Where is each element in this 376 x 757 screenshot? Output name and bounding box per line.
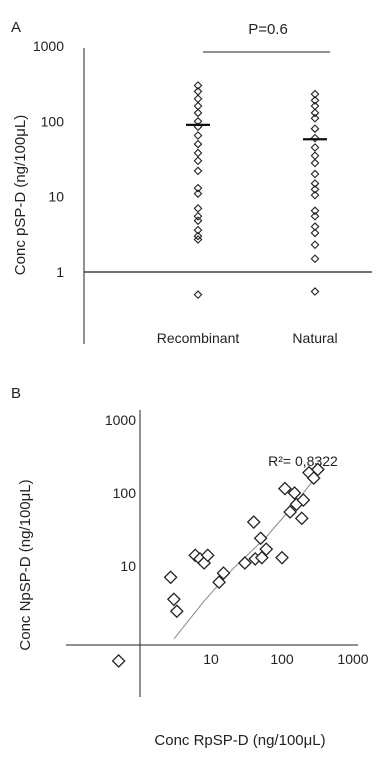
panel-a-point <box>193 108 203 118</box>
panel-a-label: A <box>11 19 21 36</box>
panel-b-point <box>310 462 325 477</box>
panel-b-point <box>200 548 215 563</box>
panel-b-point <box>278 481 292 496</box>
panel-a-y-tick-label: 1000 <box>33 38 64 54</box>
panel-a-y-tick-label: 100 <box>41 113 65 129</box>
panel-a-p-value: P=0.6 <box>248 21 288 38</box>
panel-b: B Conc NpSP-D (ng/100μL) Conc RpSP-D (ng… <box>11 385 369 749</box>
panel-a-point <box>193 203 203 213</box>
panel-b-x-axis-label: Conc RpSP-D (ng/100μL) <box>154 732 325 749</box>
panel-a-y-tick-labels: 1 10 100 1000 <box>33 38 64 280</box>
panel-a-point <box>310 124 320 134</box>
panel-b-points <box>111 462 325 668</box>
panel-a-point <box>193 189 203 198</box>
panel-a-point <box>193 225 203 235</box>
panel-b-point <box>287 486 302 500</box>
panel-a-point <box>310 169 320 179</box>
panel-b-point <box>246 515 261 529</box>
panel-b-tick-labels: 10 100 1000 10 100 1000 <box>105 412 369 667</box>
panel-a-point <box>193 81 203 90</box>
panel-b-point <box>163 570 178 585</box>
panel-a: A P=0.6 Conc pSP-D (ng/100μL) 1 10 100 1000… <box>11 19 372 346</box>
panel-a-point <box>310 89 320 99</box>
panel-a-y-tick-label: 10 <box>48 189 64 205</box>
panel-b-point <box>212 575 227 590</box>
panel-b-point <box>296 493 311 507</box>
panel-b-y-axis-label: Conc NpSP-D (ng/100μL) <box>17 479 34 650</box>
panel-a-point <box>310 151 320 161</box>
panel-b-x-tick-label: 1000 <box>337 651 368 667</box>
panel-a-point <box>193 166 203 176</box>
panel-b-label: B <box>11 385 21 402</box>
panel-b-point <box>216 566 231 580</box>
panel-b-point <box>294 511 309 526</box>
panel-a-point <box>310 158 320 168</box>
panel-a-point <box>310 133 320 143</box>
panel-a-point <box>193 156 203 166</box>
panel-a-point <box>310 222 320 232</box>
panel-b-y-tick-label: 1000 <box>105 412 136 428</box>
panel-a-point <box>193 183 203 193</box>
panel-a-point <box>193 235 203 244</box>
panel-a-y-tick-label: 1 <box>56 264 64 280</box>
panel-b-point <box>111 654 126 668</box>
panel-b-point <box>166 592 181 607</box>
panel-a-point <box>310 206 320 216</box>
panel-b-point <box>169 604 184 619</box>
panel-a-point <box>310 240 320 250</box>
panel-b-x-tick-label: 100 <box>270 651 294 667</box>
panel-b-point <box>253 531 268 546</box>
panel-b-y-tick-label: 100 <box>113 485 137 501</box>
panel-a-point <box>310 143 320 152</box>
panel-a-point <box>193 148 203 158</box>
panel-a-points <box>186 81 327 300</box>
panel-a-category-labels: Recombinant Natural <box>157 330 338 346</box>
panel-a-point <box>310 96 320 105</box>
panel-a-point <box>193 216 203 226</box>
panel-a-point <box>193 94 203 104</box>
panel-a-category-label: Natural <box>292 330 337 346</box>
panel-a-point <box>310 108 320 118</box>
panel-b-y-tick-label: 10 <box>120 558 136 574</box>
panel-b-point <box>237 556 252 570</box>
panel-a-point <box>310 211 320 221</box>
panel-a-point <box>310 185 320 194</box>
panel-b-point <box>259 542 274 557</box>
panel-a-category-label: Recombinant <box>157 330 240 346</box>
panel-a-point <box>193 231 203 241</box>
panel-a-point <box>193 139 203 149</box>
panel-a-point <box>193 131 203 140</box>
panel-a-point <box>310 228 320 238</box>
panel-a-point <box>193 290 203 300</box>
panel-a-point <box>310 179 320 188</box>
panel-b-point <box>283 505 298 519</box>
panel-a-y-axis-label: Conc pSP-D (ng/100μL) <box>12 115 29 275</box>
panel-a-point <box>310 254 320 264</box>
panel-a-point <box>310 287 320 296</box>
panel-a-point <box>310 190 320 200</box>
panel-a-point <box>193 211 203 221</box>
panel-b-x-tick-label: 10 <box>203 651 219 667</box>
panel-b-point <box>275 550 289 565</box>
panel-b-r-squared: R²= 0,8322 <box>268 453 338 469</box>
panel-a-point <box>310 113 320 123</box>
